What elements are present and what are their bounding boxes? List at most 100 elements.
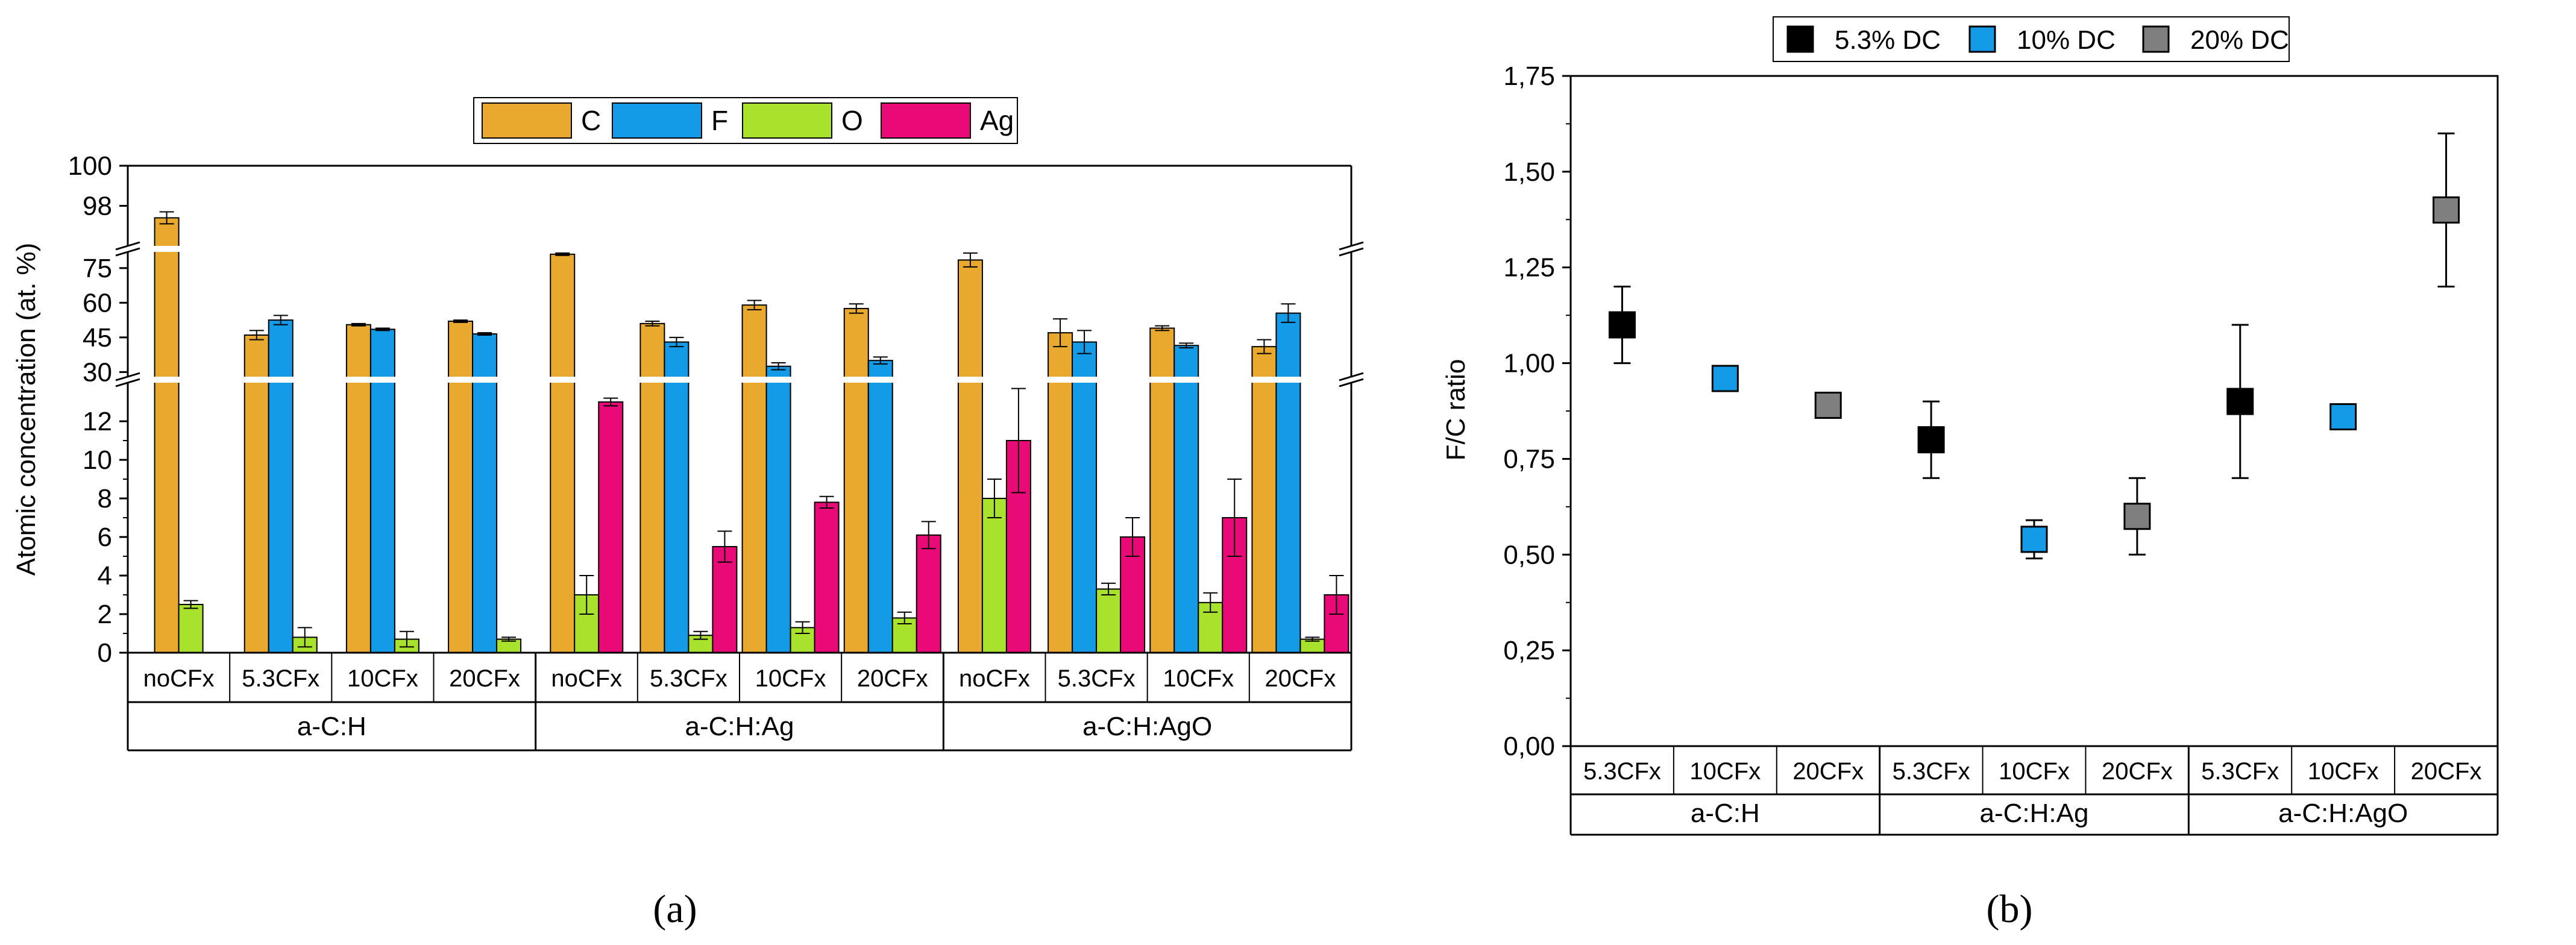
bar-C-0 bbox=[154, 217, 180, 653]
bar-F-9 bbox=[1072, 341, 1098, 653]
x-category-label: 10CFx bbox=[1689, 758, 1761, 785]
legend-label-O: O bbox=[841, 105, 863, 136]
y-tick-label: 1,25 bbox=[1503, 253, 1555, 283]
x-category-label: 20CFx bbox=[2102, 758, 2173, 785]
y-tick-label: 6 bbox=[98, 523, 112, 552]
y-tick-label: 75 bbox=[83, 254, 112, 283]
x-category-label: 20CFx bbox=[1265, 665, 1336, 692]
legend-label-1: 10% DC bbox=[2017, 25, 2116, 55]
data-point-5.3% DC-6 bbox=[2226, 388, 2254, 415]
legend-label-2: 20% DC bbox=[2190, 25, 2289, 55]
y-tick-label: 0,00 bbox=[1503, 732, 1555, 761]
bar-Ag-7 bbox=[916, 534, 941, 653]
x-group-label: a-C:H:AgO bbox=[2278, 799, 2408, 828]
bar-F-3 bbox=[472, 333, 498, 653]
bar-F-7 bbox=[867, 360, 893, 654]
data-point-5.3% DC-0 bbox=[1608, 311, 1636, 339]
x-group-label: a-C:H:Ag bbox=[1980, 799, 2089, 828]
panel-b-chart: 0,00 0,25 0,50 0,75 1,00 1,25 1,50 1,75 F/C rati… bbox=[1441, 16, 2499, 836]
x-category-label: 20CFx bbox=[857, 665, 928, 692]
legend-swatch-F bbox=[612, 102, 702, 139]
data-point-5.3% DC-3 bbox=[1917, 426, 1945, 454]
x-category-label: 20CFx bbox=[1792, 758, 1864, 785]
y-tick-label: 0 bbox=[98, 638, 112, 668]
bar-O-0 bbox=[178, 604, 204, 653]
data-point-10% DC-7 bbox=[2329, 403, 2357, 431]
x-category-label: 10CFx bbox=[1999, 758, 2070, 785]
y-tick-label: 8 bbox=[98, 484, 112, 513]
legend-swatch-Ag bbox=[881, 102, 971, 139]
bar-Ag-6 bbox=[814, 501, 840, 654]
y-tick-label: 100 bbox=[68, 151, 112, 181]
x-category-label: 10CFx bbox=[1163, 665, 1234, 692]
bar-F-10 bbox=[1173, 345, 1199, 653]
bar-C-8 bbox=[957, 259, 983, 653]
bar-F-6 bbox=[765, 365, 791, 653]
data-point-10% DC-4 bbox=[2020, 526, 2048, 553]
bar-C-3 bbox=[448, 321, 474, 653]
y-axis-label: F/C ratio bbox=[1441, 359, 1471, 461]
legend-label-F: F bbox=[711, 105, 728, 136]
y-tick-label: 12 bbox=[83, 407, 112, 436]
y-tick-label: 1,50 bbox=[1503, 157, 1555, 187]
panel-a-chart: 0 2 4 6 8 10 12 30 45 60 75 98 100 Atomic concentrati… bbox=[11, 97, 1375, 752]
legend-label-Ag: Ag bbox=[980, 105, 1014, 136]
x-category-label: noCFx bbox=[959, 665, 1030, 692]
legend-swatch-C bbox=[482, 102, 572, 139]
data-point-20% DC-8 bbox=[2433, 196, 2460, 224]
bar-O-8 bbox=[981, 498, 1007, 653]
y-tick-label: 98 bbox=[83, 192, 112, 221]
x-group-label: a-C:H bbox=[297, 712, 366, 741]
x-category-label: 10CFx bbox=[2308, 758, 2379, 785]
y-tick-label: 1,75 bbox=[1503, 61, 1555, 91]
x-category-label: 10CFx bbox=[347, 665, 418, 692]
bar-F-11 bbox=[1275, 312, 1301, 653]
legend-marker-1 bbox=[1968, 25, 1996, 53]
bar-C-7 bbox=[843, 307, 869, 653]
bar-C-2 bbox=[345, 324, 371, 653]
legend-label-C: C bbox=[581, 105, 601, 136]
legend-swatch-O bbox=[742, 102, 832, 139]
bar-O-9 bbox=[1096, 588, 1122, 654]
x-category-label: noCFx bbox=[143, 665, 215, 692]
legend-box bbox=[1773, 16, 2290, 62]
bar-C-5 bbox=[639, 322, 665, 653]
x-category-label: 20CFx bbox=[2411, 758, 2482, 785]
data-point-20% DC-2 bbox=[1814, 391, 1842, 419]
axis-break-gap-1 bbox=[104, 246, 1375, 252]
bar-C-1 bbox=[243, 334, 269, 653]
y-tick-label: 0,25 bbox=[1503, 636, 1555, 665]
panel-b-label: (b) bbox=[1987, 887, 2033, 931]
x-category-label: 5.3CFx bbox=[650, 665, 727, 692]
y-axis-label: Atomic concentration (at. %) bbox=[11, 243, 41, 576]
legend-label-0: 5.3% DC bbox=[1835, 25, 1941, 55]
plot-frame bbox=[1569, 75, 2499, 747]
x-category-label: 5.3CFx bbox=[1893, 758, 1970, 785]
y-tick-label: 10 bbox=[83, 445, 112, 475]
panel-a-label: (a) bbox=[653, 887, 697, 931]
x-group-label: a-C:H:AgO bbox=[1082, 712, 1212, 741]
bar-C-11 bbox=[1251, 346, 1277, 654]
y-tick-label: 0,50 bbox=[1503, 540, 1555, 570]
x-category-label: 5.3CFx bbox=[1058, 665, 1136, 692]
legend-marker-0 bbox=[1786, 25, 1814, 53]
y-tick-label: 2 bbox=[98, 600, 112, 629]
bar-C-6 bbox=[741, 304, 767, 653]
bar-Ag-4 bbox=[598, 401, 624, 653]
axis-break-gap-0 bbox=[104, 377, 1375, 383]
bar-F-2 bbox=[369, 328, 395, 653]
bar-F-1 bbox=[268, 319, 294, 653]
data-point-20% DC-5 bbox=[2123, 503, 2151, 530]
x-category-label: 5.3CFx bbox=[2201, 758, 2279, 785]
y-tick-label: 4 bbox=[98, 561, 112, 591]
x-category-label: 5.3CFx bbox=[242, 665, 319, 692]
y-tick-label: 1,00 bbox=[1503, 349, 1555, 378]
bar-C-4 bbox=[550, 253, 576, 654]
bar-F-5 bbox=[664, 341, 690, 653]
y-tick-label: 0,75 bbox=[1503, 444, 1555, 474]
data-point-10% DC-1 bbox=[1711, 365, 1739, 392]
x-category-label: 10CFx bbox=[755, 665, 826, 692]
x-category-label: noCFx bbox=[551, 665, 622, 692]
x-group-label: a-C:H bbox=[1691, 799, 1760, 828]
